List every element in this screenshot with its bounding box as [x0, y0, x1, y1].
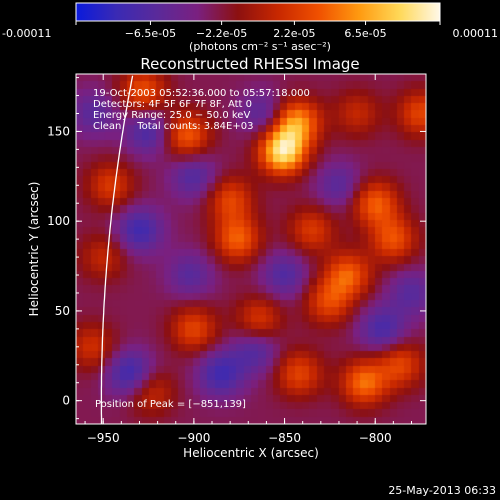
footer-timestamp: 25-May-2013 06:33 [388, 484, 496, 497]
x-tick-label: −900 [177, 431, 210, 445]
x-tick-label: −850 [268, 431, 301, 445]
x-axis-label: Heliocentric X (arcsec) [183, 446, 319, 460]
chart-title: Reconstructed RHESSI Image [140, 55, 359, 73]
colorbar-ticks: -0.00011 −6.5e-05 −2.2e-05 2.2e-05 6.5e-05 0.… [2, 21, 498, 40]
colorbar-tick-label: 6.5e-05 [344, 27, 386, 40]
x-axis-ticks: −950 −900 −850 −800 [84, 74, 412, 445]
y-axis-label: Heliocentric Y (arcsec) [27, 182, 41, 317]
colorbar-tick-label: -0.00011 [2, 27, 51, 40]
y-tick-label: 50 [55, 304, 70, 318]
annotation-energy-range: Energy Range: 25.0 − 50.0 keV [93, 110, 250, 121]
plot-frame [75, 73, 427, 425]
colorbar-tick-label: −2.2e-05 [196, 27, 247, 40]
solar-limb-line [100, 75, 134, 424]
colorbar [75, 2, 441, 22]
x-tick-label: −950 [87, 431, 120, 445]
colorbar-tick-label: 2.2e-05 [273, 27, 315, 40]
heatmap-area [76, 74, 426, 424]
y-tick-label: 0 [62, 394, 70, 408]
y-tick-label: 150 [47, 124, 70, 138]
peak-position-label: Position of Peak = [−851,139] [95, 399, 246, 410]
y-tick-label: 100 [47, 214, 70, 228]
y-axis-ticks: 0 50 100 150 [47, 77, 426, 420]
colorbar-unit-label: (photons cm⁻² s⁻¹ asec⁻²) [189, 40, 331, 53]
x-tick-label: −800 [359, 431, 392, 445]
heatmap-image [76, 74, 426, 424]
annotation-block: 19-Oct-2003 05:52:36.000 to 05:57:18.000… [93, 88, 310, 132]
annotation-time-range: 19-Oct-2003 05:52:36.000 to 05:57:18.000 [93, 88, 310, 99]
colorbar-tick-label: −6.5e-05 [125, 27, 176, 40]
annotation-total-counts: Clean Total counts: 3.84E+03 [93, 121, 253, 132]
colorbar-tick-label: 0.00011 [453, 27, 499, 40]
annotation-detectors: Detectors: 4F 5F 6F 7F 8F, Att 0 [93, 99, 252, 110]
